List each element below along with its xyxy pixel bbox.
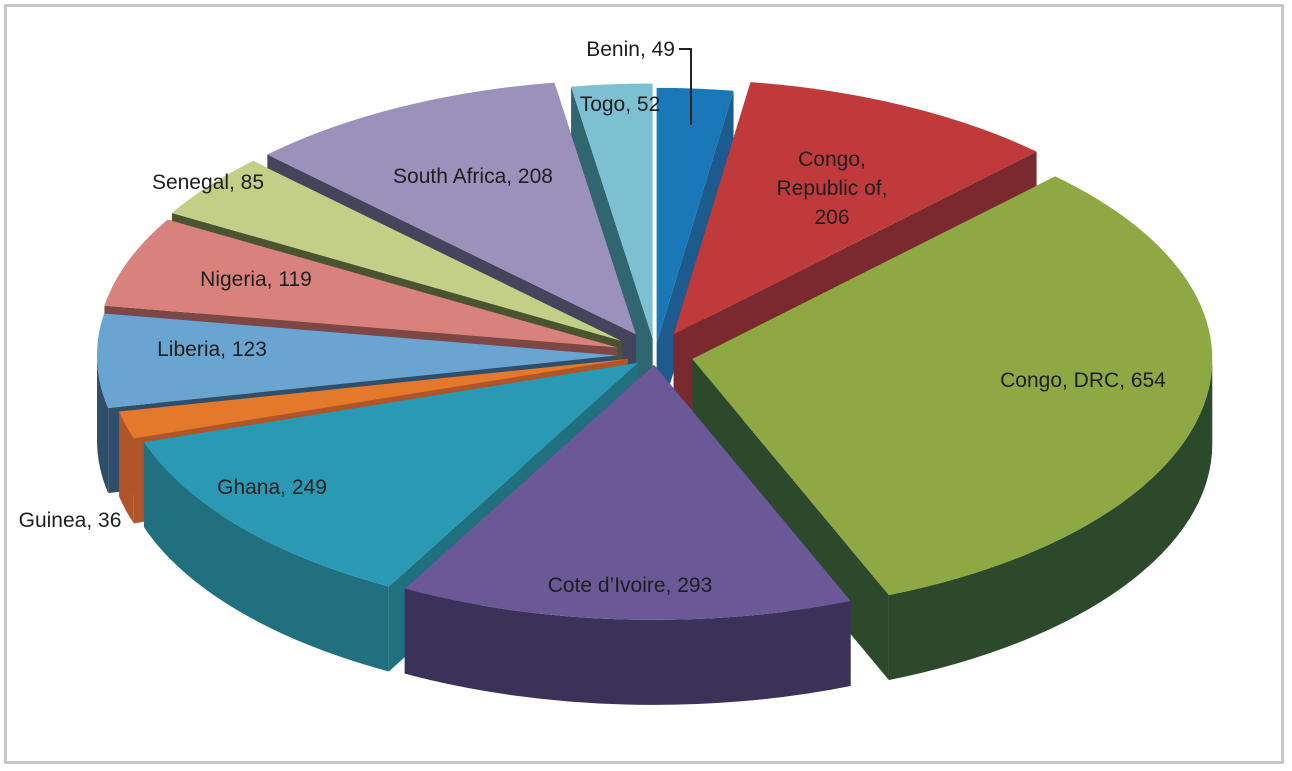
slice-benin-49 xyxy=(656,87,734,343)
data-label-guinea-36: Guinea, 36 xyxy=(19,509,122,532)
slice-congo-drc-654 xyxy=(692,176,1213,596)
slice-outer-wall-congo-drc-654-0 xyxy=(888,358,1213,681)
data-label-benin-49: Benin, 49 xyxy=(586,38,675,61)
slice-liberia-123 xyxy=(97,313,618,408)
data-label-cote-d-ivoire-293: Cote d’Ivoire, 293 xyxy=(548,574,713,597)
data-label-togo-52: Togo, 52 xyxy=(580,93,661,116)
slice-guinea-36 xyxy=(119,358,628,439)
data-label-nigeria-119: Nigeria, 119 xyxy=(200,268,312,291)
slice-outer-wall-liberia-123-0 xyxy=(97,355,109,493)
data-label-south-africa-208: South Africa, 208 xyxy=(393,165,553,188)
slice-ghana-249 xyxy=(143,362,639,587)
data-label-congo-drc-654: Congo, DRC, 654 xyxy=(1000,369,1166,392)
slice-cote-d-ivoire-293 xyxy=(404,364,851,620)
slice-congo-republic-of-206 xyxy=(673,82,1037,335)
data-label-liberia-123: Liberia, 123 xyxy=(157,338,267,361)
slice-outer-wall-ghana-249-0 xyxy=(143,442,389,672)
slice-togo-52 xyxy=(571,83,653,339)
slice-tops xyxy=(97,82,1213,620)
data-label-senegal-85: Senegal, 85 xyxy=(152,171,264,194)
slice-senegal-85 xyxy=(171,161,622,341)
slice-labels: Benin, 49 Congo, Republic of, 206 Congo, DRC… xyxy=(19,38,1167,597)
slice-nigeria-119 xyxy=(104,219,618,348)
data-label-ghana-249: Ghana, 249 xyxy=(217,476,327,499)
data-label-congo-republic-of-206: Congo, Republic of, 206 xyxy=(777,148,888,229)
slice-south-africa-208 xyxy=(267,82,636,335)
slice-outer-wall-guinea-36-0 xyxy=(119,411,134,524)
slice-outer-wall-cote-d-ivoire-293-0 xyxy=(404,588,851,705)
leader-line-benin xyxy=(679,48,692,125)
